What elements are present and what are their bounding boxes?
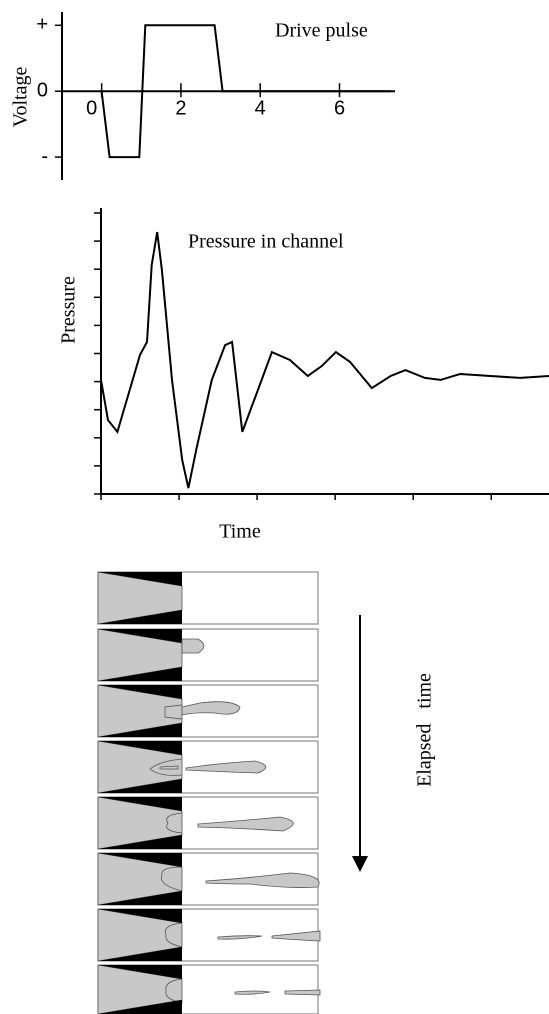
frame	[97, 684, 319, 738]
nozzle-bottom	[98, 779, 182, 793]
droplet	[181, 701, 241, 716]
elapsed-time-label: Elapsed time	[414, 673, 436, 787]
x-tick-label: 6	[334, 97, 345, 119]
nozzle-bottom	[98, 891, 182, 905]
frame	[97, 964, 321, 1014]
data-line	[100, 24, 391, 159]
frame	[97, 628, 319, 682]
nozzle-top	[98, 797, 182, 811]
nozzle-bottom	[98, 1000, 182, 1014]
nozzle-top	[98, 572, 182, 586]
nozzle-bottom	[98, 723, 182, 737]
droplet	[234, 989, 321, 996]
frame	[97, 740, 319, 794]
nozzle-bottom	[98, 947, 182, 961]
ink-meniscus	[97, 852, 183, 906]
arrow-head	[352, 856, 368, 872]
frame	[97, 571, 319, 625]
ink-meniscus	[97, 684, 183, 738]
nozzle-top	[98, 629, 182, 643]
nozzle-top	[98, 741, 182, 755]
nozzle-top	[98, 853, 182, 867]
y-tick-label: 0	[37, 79, 48, 101]
nozzle-top	[98, 909, 182, 923]
data-line	[100, 231, 549, 489]
y-tick-label: -	[41, 145, 48, 167]
droplet	[197, 816, 294, 832]
frame	[97, 908, 321, 962]
y-axis-label: Voltage	[10, 67, 32, 128]
ink-meniscus	[97, 740, 183, 794]
x-axis-label: Time	[219, 521, 261, 543]
droplet	[217, 930, 321, 942]
droplet	[159, 760, 267, 774]
nozzle-top	[98, 965, 182, 979]
chart-title: Drive pulse	[275, 20, 368, 42]
x-tick-label: 4	[255, 97, 266, 119]
y-tick-label: +	[36, 14, 48, 36]
nozzle-bottom	[98, 610, 182, 624]
x-tick-label: 0	[86, 97, 97, 119]
nozzle-top	[98, 685, 182, 699]
frame	[97, 852, 320, 906]
ink-meniscus	[97, 908, 183, 962]
nozzle-bottom	[98, 667, 182, 681]
droplet	[181, 638, 205, 654]
nozzle-bottom	[98, 835, 182, 849]
droplet-frames	[97, 571, 321, 1014]
x-tick-label: 2	[175, 97, 186, 119]
chart-title: Pressure in channel	[188, 231, 344, 253]
y-axis-label: Pressure	[58, 276, 80, 344]
ink-meniscus	[97, 796, 183, 850]
frame	[97, 796, 319, 850]
droplet	[205, 872, 320, 888]
